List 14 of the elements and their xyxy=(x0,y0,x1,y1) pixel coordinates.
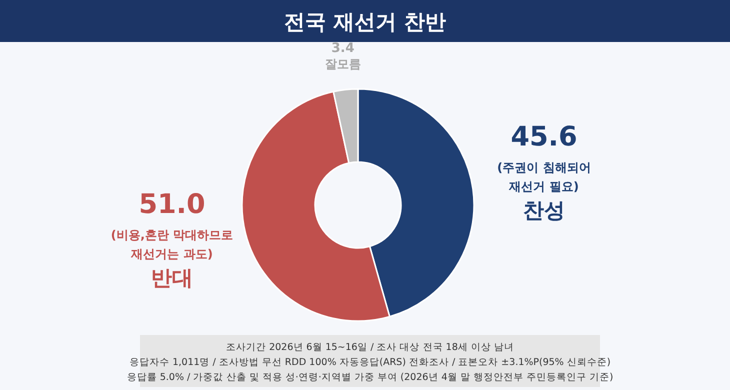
annotation: 응답률 5.0% / 가중값 산출 및 적용 성·연령·지역별 가중 부여 (2026년 4월 말 행정안전부 주민등록인구 기준) xyxy=(126,372,614,383)
value-label: 3.4 xyxy=(331,40,354,56)
annotation: 재선거 필요) xyxy=(509,179,579,194)
annotation: (주권이 침해되어 xyxy=(497,160,591,174)
category-label: 잘모름 xyxy=(324,56,361,71)
annotation: 재선거는 과도) xyxy=(131,247,213,262)
annotation: (비용,혼란 막대하므로 xyxy=(110,228,234,242)
value-label: 45.6 xyxy=(510,121,578,152)
category-label: 반대 xyxy=(151,266,193,290)
category-label: 찬성 xyxy=(523,198,565,222)
annotation: 응답자수 1,011명 / 조사방법 무선 RDD 100% 자동응답(ARS) 전화조사 / 표본오차 ±3.1%P(95% 신뢰수준) xyxy=(129,357,611,368)
annotation: 조사기간 2026년 6월 15~16일 / 조사 대상 전국 18세 이상 남녀 xyxy=(226,342,514,353)
value-label: 51.0 xyxy=(138,189,206,220)
title: 전국 재선거 찬반 xyxy=(284,10,446,34)
